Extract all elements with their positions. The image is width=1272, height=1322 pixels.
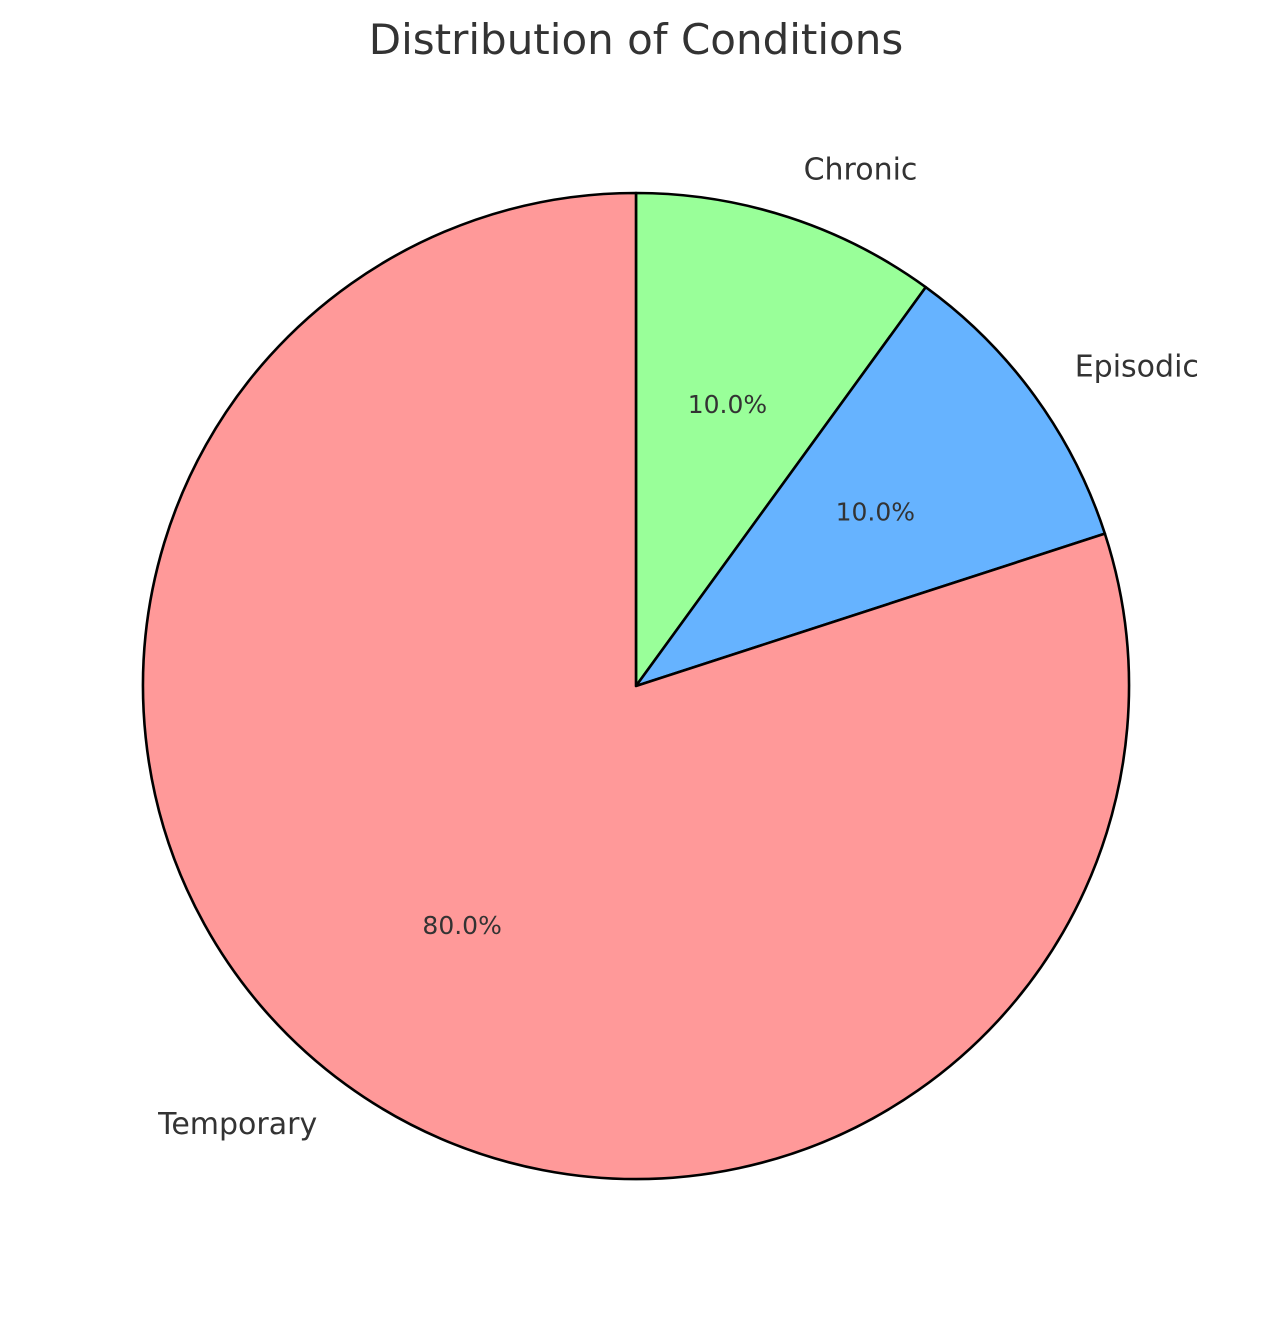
slice-label-temporary: Temporary <box>157 1107 317 1142</box>
percent-label-chronic: 10.0% <box>688 390 767 419</box>
pie-labels: Chronic 10.0% Episodic 10.0% Temporary 80.0% <box>157 153 1199 1142</box>
pie-slice-chronic <box>634 191 928 688</box>
slice-label-episodic: Episodic <box>1075 350 1199 385</box>
percent-label-temporary: 80.0% <box>422 911 501 940</box>
chart-title: Distribution of Conditions <box>369 15 904 64</box>
pie-slice-episodic <box>634 285 1107 688</box>
percent-label-episodic: 10.0% <box>836 498 915 527</box>
pie-slices <box>141 191 1131 1181</box>
slice-label-chronic: Chronic <box>804 153 918 188</box>
pie-slice-temporary <box>141 191 1131 1181</box>
